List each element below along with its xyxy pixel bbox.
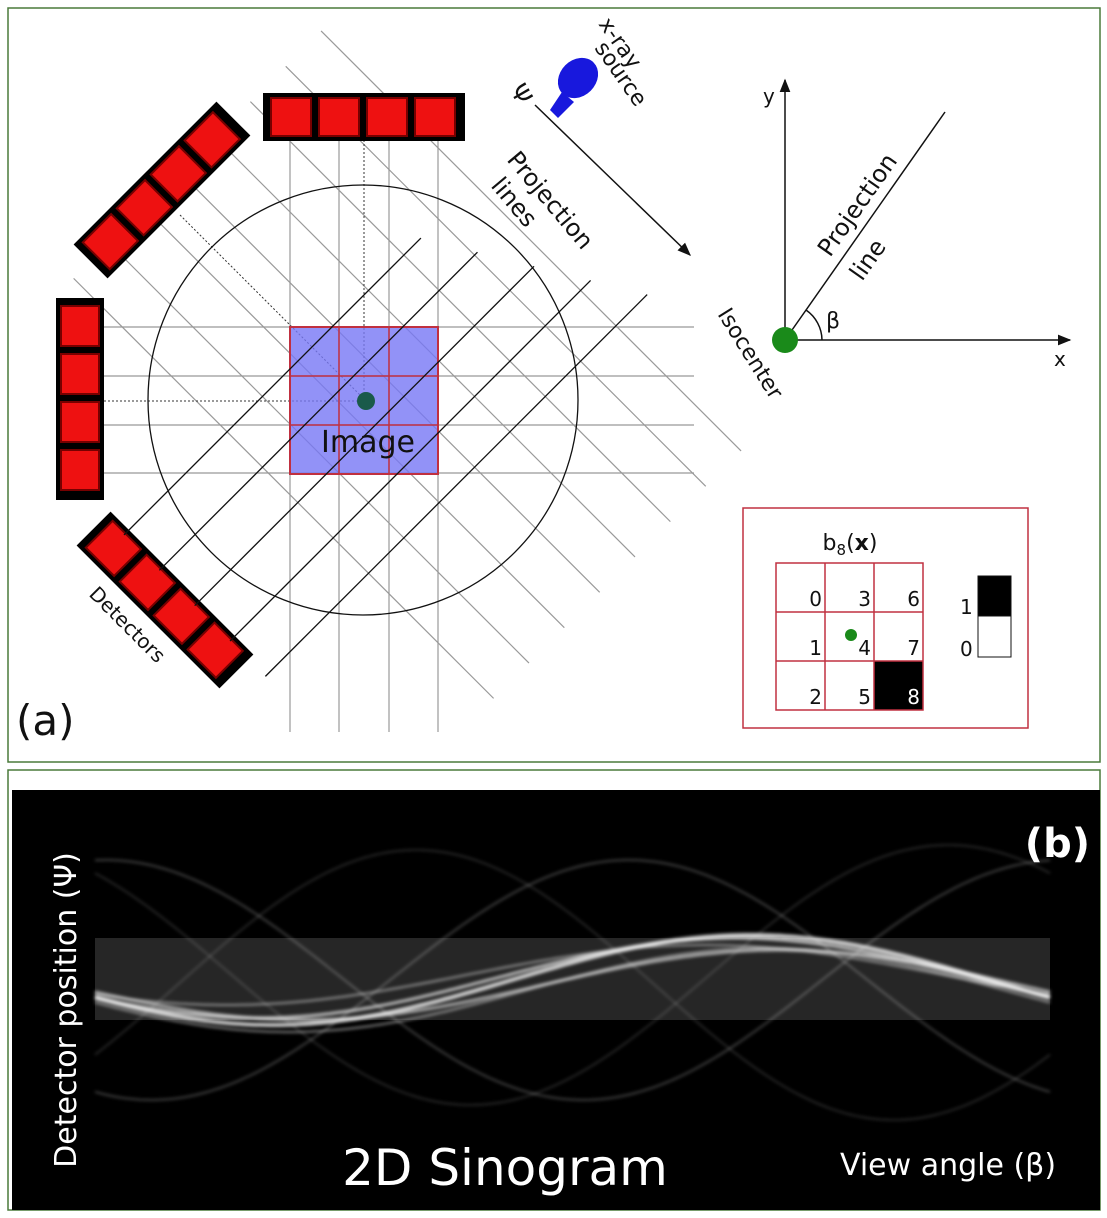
panel-a-label: (a)	[16, 696, 75, 745]
basis-cell-label: 1	[809, 636, 822, 660]
basis-title-part: (	[846, 531, 855, 556]
basis-cell-label: 6	[907, 587, 920, 611]
basis-title-part: 8	[837, 541, 847, 559]
legend-label: 1	[960, 595, 973, 619]
detector-cell	[61, 402, 99, 442]
basis-title: b8(x)	[823, 531, 878, 559]
panel-b-label: (b)	[1025, 821, 1090, 867]
image-label: Image	[321, 425, 415, 460]
detector-cell	[61, 450, 99, 490]
basis-dot	[845, 629, 857, 641]
detector-cell	[61, 306, 99, 346]
x-axis-label: x	[1054, 347, 1066, 371]
detector-array	[263, 93, 465, 141]
basis-title-part: )	[869, 531, 878, 556]
legend-label: 0	[960, 637, 973, 661]
basis-title-part: x	[855, 531, 869, 556]
basis-cell-label: 7	[907, 636, 920, 660]
y-axis-label: y	[763, 84, 775, 108]
basis-title-part: b	[823, 531, 837, 556]
x-axis-label: View angle (β)	[840, 1148, 1056, 1183]
legend-zero	[978, 616, 1011, 657]
image-dot	[357, 392, 375, 410]
sinogram-title: 2D Sinogram	[342, 1139, 668, 1197]
basis-cell-label: 5	[858, 685, 871, 709]
basis-cell-label: 2	[809, 685, 822, 709]
y-axis-label: Detector position (Ψ)	[49, 852, 84, 1168]
detector-cell	[319, 98, 359, 136]
basis-cell-label: 0	[809, 587, 822, 611]
detector-cell	[61, 354, 99, 394]
beta-label: β	[826, 309, 840, 334]
detector-cell	[415, 98, 455, 136]
basis-cell-label: 8	[907, 685, 920, 709]
figure: Image Ψ x-ray source Projection lines De…	[0, 0, 1107, 1214]
legend-one	[978, 576, 1011, 616]
detector-array	[56, 298, 104, 500]
isocenter-dot	[772, 327, 798, 353]
detector-cell	[367, 98, 407, 136]
basis-cell-label: 3	[858, 587, 871, 611]
basis-cell-label: 4	[858, 636, 871, 660]
detector-cell	[271, 98, 311, 136]
